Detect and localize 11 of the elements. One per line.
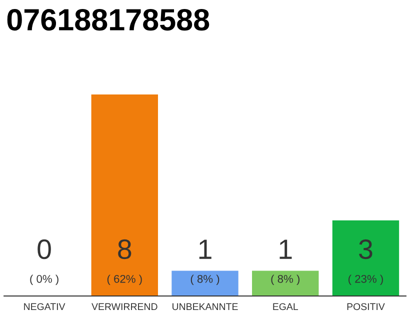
chart-title: 076188178588 [7,8,210,31]
data-label: 1 ( 8% ) [271,240,300,286]
x-tick-label: EGAL [273,303,298,310]
x-tick-label: VERWIRREND [92,303,158,310]
data-label: 1 ( 8% ) [190,240,220,286]
x-tick-label: UNBEKANNTE [172,303,238,310]
data-label: 0 ( 0% ) [30,239,58,286]
data-label: 8 ( 62% ) [107,239,142,286]
x-tick-label: POSITIV [347,303,385,310]
data-label: 3 ( 23% ) [348,239,383,286]
x-tick-label: NEGATIV [24,303,66,310]
